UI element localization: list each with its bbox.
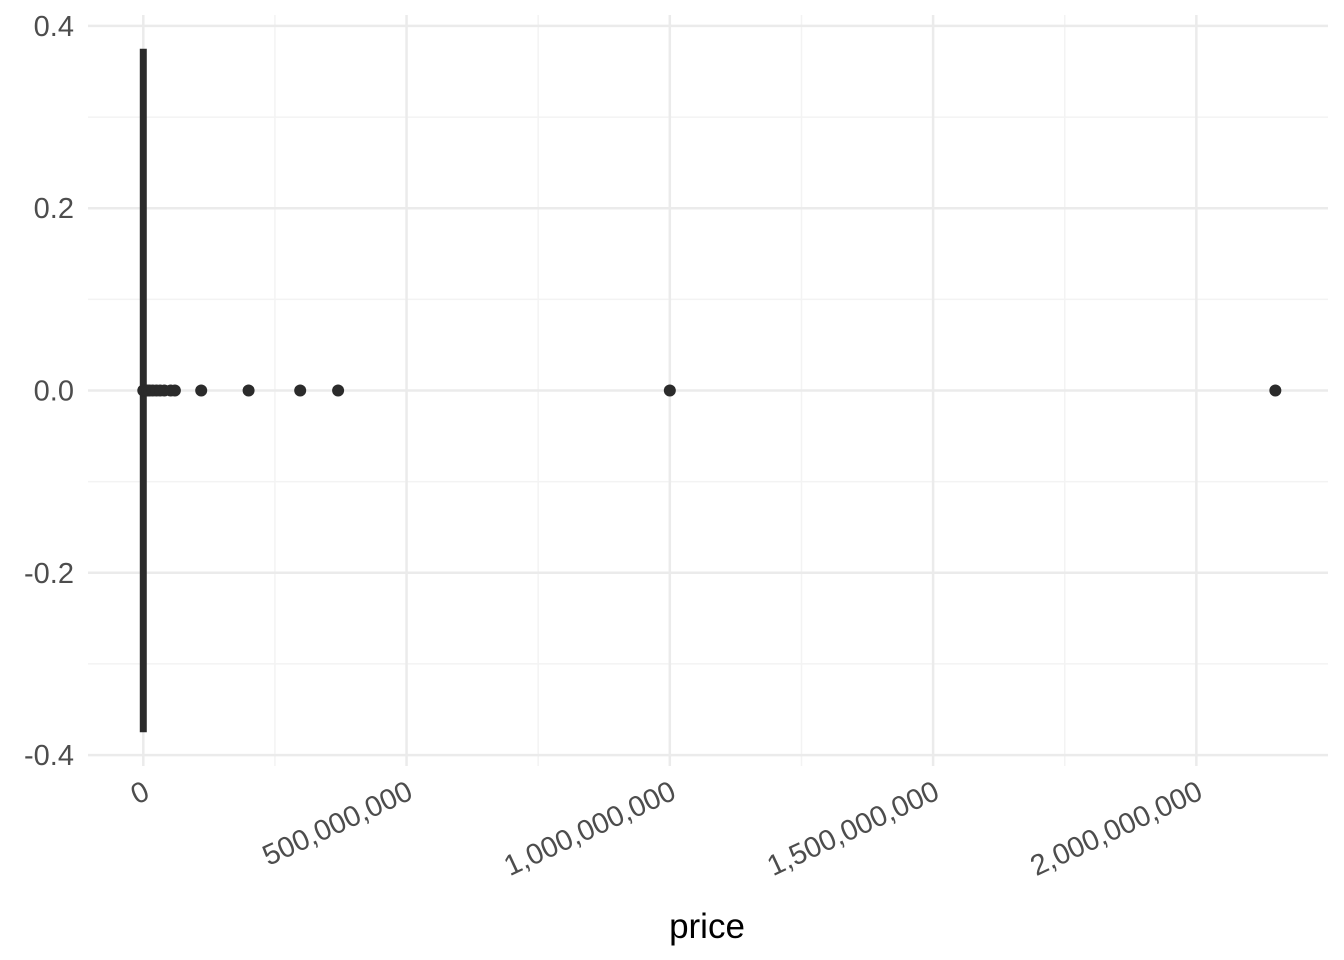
outlier-point (168, 384, 181, 397)
y-tick-label: 0.2 (34, 193, 74, 225)
outlier-point (294, 384, 307, 397)
outlier-point (195, 384, 208, 397)
grid (88, 15, 1328, 766)
x-tick-label: 2,000,000,000 (1026, 775, 1208, 882)
x-tick-label: 0 (126, 775, 154, 811)
y-tick-label: 0.0 (34, 376, 74, 408)
y-tick-label: -0.4 (24, 740, 74, 772)
outlier-point (663, 384, 676, 397)
x-tick-label: 1,500,000,000 (762, 775, 944, 882)
y-tick-label: -0.2 (24, 558, 74, 590)
y-tick-label: 0.4 (34, 11, 74, 43)
plot-marks (137, 48, 1282, 733)
outlier-point (242, 384, 255, 397)
x-axis-title: price (669, 907, 745, 946)
x-tick-label: 500,000,000 (258, 775, 418, 872)
y-axis-tick-labels: 0.4 0.2 0.0 -0.2 -0.4 (24, 11, 74, 772)
x-axis-tick-labels: 0 500,000,000 1,000,000,000 1,500,000,000 2,… (126, 775, 1207, 882)
outlier-point (1269, 384, 1282, 397)
x-tick-label: 1,000,000,000 (499, 775, 681, 882)
outlier-point (332, 384, 345, 397)
